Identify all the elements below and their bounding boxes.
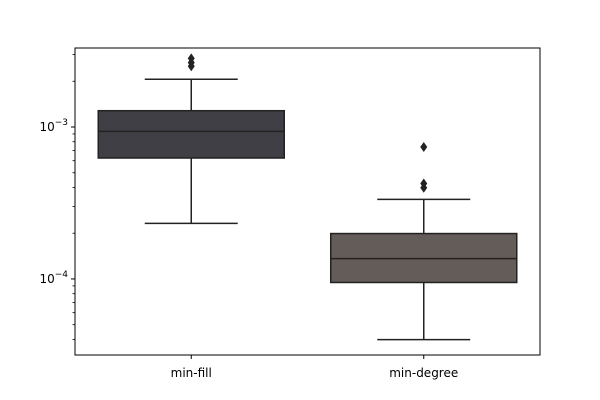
x-tick-label-min-degree: min-degree [389,366,458,380]
x-axis: min-fill min-degree [171,355,458,380]
iqr-box [97,109,285,159]
outlier-point [420,178,428,189]
y-tick-exponent: −4 [55,270,69,280]
y-tick-label: 10−3 [39,118,68,134]
plot-frame [74,47,541,356]
y-tick-exponent: −3 [55,118,68,128]
y-tick-base: 10 [39,272,54,286]
x-tick-label-min-fill: min-fill [171,366,212,380]
y-axis: 10−410−3 [39,54,75,340]
outlier-point [187,53,195,64]
box-group-min-fill [97,53,285,225]
y-tick-label: 10−4 [39,270,68,286]
outlier-point [420,142,428,153]
box-group-min-degree [330,142,518,341]
y-tick-base: 10 [39,120,54,134]
boxes-layer [97,53,518,341]
